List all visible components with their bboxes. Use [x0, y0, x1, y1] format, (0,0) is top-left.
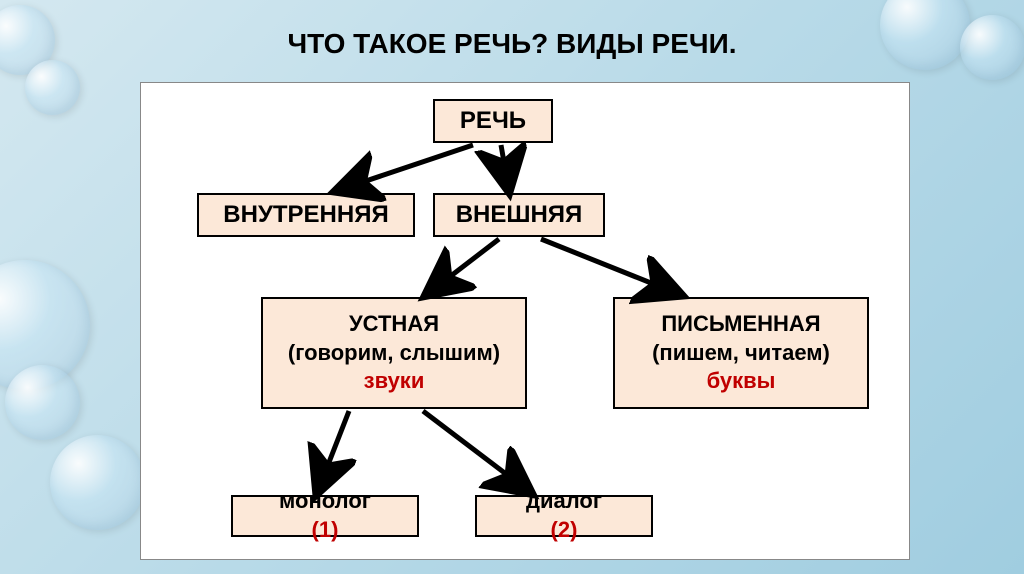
- node-written-line3: буквы: [707, 367, 776, 396]
- node-dialog-label: диалог: [526, 487, 602, 516]
- node-external-label: ВНЕШНЯЯ: [456, 199, 583, 230]
- node-written: ПИСЬМЕННАЯ (пишем, читаем) буквы: [613, 297, 869, 409]
- bubble-2: [50, 435, 145, 530]
- arrow-external-to-written: [541, 239, 681, 295]
- node-dialog: диалог (2): [475, 495, 653, 537]
- bubble-4: [25, 60, 80, 115]
- node-monolog: монолог (1): [231, 495, 419, 537]
- node-root-label: РЕЧЬ: [460, 105, 526, 136]
- node-internal: ВНУТРЕННЯЯ: [197, 193, 415, 237]
- node-written-line1: ПИСЬМЕННАЯ: [661, 310, 820, 339]
- arrow-external-to-oral: [426, 239, 499, 295]
- node-root: РЕЧЬ: [433, 99, 553, 143]
- node-monolog-label: монолог: [279, 487, 371, 516]
- arrow-oral-to-dialog: [423, 411, 531, 493]
- arrow-root-to-internal: [336, 145, 473, 191]
- node-written-line2: (пишем, читаем): [652, 339, 830, 368]
- diagram-container: РЕЧЬ ВНУТРЕННЯЯ ВНЕШНЯЯ УСТНАЯ (говорим,…: [140, 82, 910, 560]
- node-oral-line2: (говорим, слышим): [288, 339, 500, 368]
- node-dialog-num: (2): [551, 516, 578, 545]
- node-oral-line3: звуки: [364, 367, 425, 396]
- arrow-oral-to-monolog: [317, 411, 349, 493]
- page-title: ЧТО ТАКОЕ РЕЧЬ? ВИДЫ РЕЧИ.: [0, 28, 1024, 60]
- arrow-root-to-external: [501, 145, 509, 191]
- node-monolog-num: (1): [312, 516, 339, 545]
- node-external: ВНЕШНЯЯ: [433, 193, 605, 237]
- node-internal-label: ВНУТРЕННЯЯ: [223, 199, 388, 230]
- node-oral-line1: УСТНАЯ: [349, 310, 439, 339]
- bubble-1: [5, 365, 80, 440]
- node-oral: УСТНАЯ (говорим, слышим) звуки: [261, 297, 527, 409]
